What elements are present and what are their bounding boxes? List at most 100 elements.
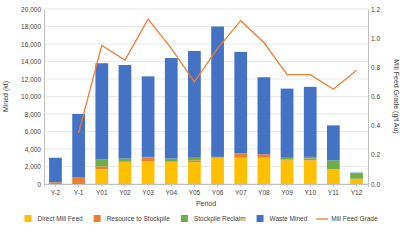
bar bbox=[165, 159, 178, 162]
tick-label: 16,000 bbox=[21, 41, 41, 48]
plot: Y-2Y-1Y01Y02Y03Y04Y05Y06Y07Y08Y09Y10Y11Y… bbox=[21, 6, 380, 196]
tick: Y05 bbox=[189, 184, 201, 196]
grid-line bbox=[44, 9, 368, 10]
grid-line bbox=[44, 166, 368, 167]
tick-mark bbox=[171, 184, 172, 187]
grid-line bbox=[44, 44, 368, 45]
bar bbox=[95, 167, 108, 170]
y-axis-title: Mined (kt) bbox=[2, 81, 10, 112]
tick-label: Y10 bbox=[304, 189, 316, 196]
tick-label: 0 bbox=[37, 181, 41, 188]
tick-mark bbox=[287, 184, 288, 187]
axis-line bbox=[368, 10, 369, 185]
x-axis-title: Period bbox=[196, 200, 216, 207]
tick-label: 10,000 bbox=[21, 93, 41, 100]
tick-mark bbox=[310, 184, 311, 187]
tick: Y04 bbox=[165, 184, 177, 196]
bar bbox=[350, 172, 363, 174]
grid-line bbox=[44, 61, 368, 62]
bar bbox=[142, 76, 155, 157]
tick-mark bbox=[217, 184, 218, 187]
bar-series bbox=[49, 27, 363, 183]
tick-label: 6,000 bbox=[25, 128, 42, 135]
bar bbox=[350, 179, 363, 184]
legend-item: Resource to Stockpile bbox=[94, 215, 171, 223]
tick: Y12 bbox=[351, 184, 363, 196]
y2-axis: 0.00.20.40.60.81.01.2 bbox=[368, 6, 380, 188]
tick-label: 14,000 bbox=[21, 58, 41, 65]
tick: Y01 bbox=[96, 184, 108, 196]
bar bbox=[234, 158, 247, 184]
tick-label: 12,000 bbox=[21, 76, 41, 83]
tick: 18,000 bbox=[21, 23, 44, 30]
legend-item: Waste Mined bbox=[257, 215, 308, 222]
tick-label: Y03 bbox=[142, 189, 154, 196]
tick-label: Y01 bbox=[96, 189, 108, 196]
bar bbox=[49, 182, 62, 184]
tick: 1.0 bbox=[368, 35, 380, 42]
tick-mark bbox=[78, 184, 79, 187]
bar bbox=[258, 158, 271, 184]
legend-item: Mill Feed Grade bbox=[316, 215, 378, 222]
tick-label: Y07 bbox=[235, 189, 247, 196]
bar bbox=[72, 114, 85, 177]
tick: 1.2 bbox=[368, 6, 380, 13]
bar bbox=[188, 162, 201, 184]
bar bbox=[258, 154, 271, 158]
bar bbox=[304, 87, 317, 157]
tick: 0.4 bbox=[368, 122, 380, 129]
tick-mark bbox=[101, 184, 102, 187]
tick-mark bbox=[124, 184, 125, 187]
legend-swatch bbox=[94, 215, 101, 222]
tick: Y06 bbox=[212, 184, 224, 196]
bar bbox=[95, 169, 108, 184]
tick: 0.2 bbox=[368, 151, 380, 158]
grid-line bbox=[44, 149, 368, 150]
tick: 14,000 bbox=[21, 58, 44, 65]
bar bbox=[327, 160, 340, 169]
bar bbox=[188, 51, 201, 158]
tick-mark bbox=[148, 184, 149, 187]
grid-line bbox=[44, 114, 368, 115]
tick-label: 0.4 bbox=[371, 122, 380, 129]
tick: Y02 bbox=[119, 184, 131, 196]
tick-label: 2,000 bbox=[25, 163, 42, 170]
tick: Y08 bbox=[258, 184, 270, 196]
tick-mark bbox=[194, 184, 195, 187]
bar bbox=[165, 162, 178, 184]
bar bbox=[327, 169, 340, 184]
legend-label: Waste Mined bbox=[270, 215, 308, 222]
legend-item: Direct Mill Feed bbox=[24, 215, 83, 222]
bar bbox=[304, 157, 317, 159]
y-axis: 0 2,000 4,000 6,000 8,000 10,000 12,000 14,000 1… bbox=[21, 6, 44, 188]
bar bbox=[327, 125, 340, 160]
legend-swatch bbox=[257, 215, 264, 222]
tick-label: Y08 bbox=[258, 189, 270, 196]
bar-series bbox=[95, 157, 362, 179]
tick-label: 20,000 bbox=[21, 6, 41, 13]
tick: Y11 bbox=[328, 184, 339, 196]
legend-label: Stockpile Reclaim bbox=[194, 215, 246, 223]
tick-mark bbox=[333, 184, 334, 187]
legend-label: Mill Feed Grade bbox=[331, 215, 378, 222]
bar bbox=[119, 162, 132, 184]
axis-line bbox=[44, 10, 45, 185]
tick-label: 0.6 bbox=[371, 93, 380, 100]
tick: Y10 bbox=[304, 184, 316, 196]
grid bbox=[44, 9, 368, 184]
bar bbox=[72, 177, 85, 184]
tick: 12,000 bbox=[21, 76, 44, 83]
tick-label: 18,000 bbox=[21, 23, 41, 30]
legend: Direct Mill Feed Resource to Stockpile Sto… bbox=[24, 215, 377, 223]
tick: 0 bbox=[37, 181, 44, 188]
bar bbox=[188, 160, 201, 162]
tick: 4,000 bbox=[25, 146, 44, 153]
bar-series bbox=[49, 153, 316, 184]
y2-axis-title: Mill Feed Grade (g/t Au) bbox=[392, 59, 400, 133]
bar bbox=[211, 27, 224, 157]
tick-label: Y12 bbox=[351, 189, 363, 196]
bar bbox=[258, 77, 271, 154]
tick: Y-2 bbox=[51, 184, 61, 196]
tick: 8,000 bbox=[25, 111, 44, 118]
legend-swatch bbox=[316, 218, 328, 219]
